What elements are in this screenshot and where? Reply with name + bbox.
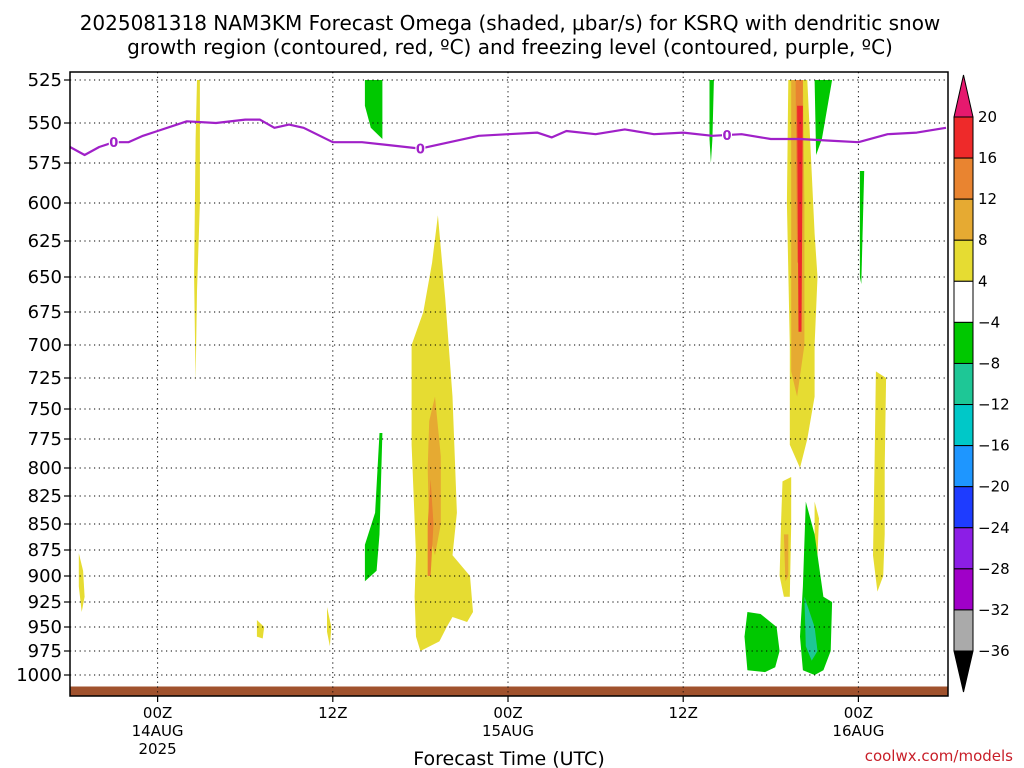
omega-region-5 <box>364 433 383 582</box>
y-tick-label-1000: 1000 <box>16 665 62 686</box>
y-tick-label-650: 650 <box>28 267 62 288</box>
x-tick-date-0: 14AUG <box>132 722 184 740</box>
y-tick-label-625: 625 <box>28 231 62 252</box>
omega-region-0 <box>194 80 200 382</box>
colorbar-bin-11 <box>953 568 974 611</box>
colorbar-bin-2 <box>953 198 974 241</box>
colorbar-tick-label-2: 12 <box>978 190 997 208</box>
y-tick-label-750: 750 <box>28 399 62 420</box>
omega-region-22 <box>744 612 780 673</box>
y-tick-label-675: 675 <box>28 302 62 323</box>
colorbar-bin-10 <box>953 527 974 570</box>
y-tick-label-950: 950 <box>28 617 62 638</box>
colorbar-tick-label-5: −4 <box>978 313 1000 331</box>
omega-colorbar: 20 16 12 8 4 −4 −8 −12 −16 −20 −24 −28 −32 −36 <box>953 74 1010 693</box>
freezing-label-bg-1 <box>415 140 426 157</box>
colorbar-tick-label-11: −28 <box>978 560 1010 578</box>
y-tick-label-850: 850 <box>28 514 62 535</box>
y-tick-label-900: 900 <box>28 566 62 587</box>
colorbar-tick-label-8: −16 <box>978 437 1010 455</box>
omega-region-13 <box>797 105 803 332</box>
colorbar-tick-label-0: 20 <box>978 108 997 126</box>
colorbar-tick-label-3: 8 <box>978 231 988 249</box>
x-axis-label: Forecast Time (UTC) <box>413 748 604 768</box>
x-tick-date-4: 16AUG <box>832 722 884 740</box>
omega-shaded-regions <box>78 80 887 675</box>
colorbar-tick-label-1: 16 <box>978 149 997 167</box>
y-tick-label-725: 725 <box>28 368 62 389</box>
omega-region-15 <box>859 171 865 284</box>
colorbar-bin-1 <box>953 157 974 200</box>
omega-region-4 <box>364 80 383 139</box>
omega-region-2 <box>256 620 265 639</box>
x-tick-label-2: 00Z <box>493 704 522 722</box>
colorbar-tick-label-9: −20 <box>978 478 1010 496</box>
colorbar-bin-4 <box>953 280 974 323</box>
colorbar-bin-8 <box>953 445 974 488</box>
y-tick-label-550: 550 <box>28 113 62 134</box>
colorbar-tick-label-7: −12 <box>978 396 1010 414</box>
freezing-level-label-0: 0 <box>109 136 118 151</box>
plot-frame <box>69 71 949 697</box>
omega-region-18 <box>783 534 789 582</box>
y-tick-label-925: 925 <box>28 592 62 613</box>
colorbar-over-arrow <box>953 74 974 118</box>
freezing-level-label-1: 0 <box>416 143 425 158</box>
pressure-gridlines <box>70 72 948 696</box>
colorbar-bin-12 <box>953 609 974 652</box>
y-tick-label-525: 525 <box>28 70 62 91</box>
surface-terrain-strip <box>70 686 948 696</box>
y-axis-pressure-ticks: 525 550 575 600 625 650 675 700 725 750 775 800 825 8… <box>16 70 70 686</box>
colorbar-under-arrow <box>953 650 974 693</box>
x-tick-label-3: 12Z <box>669 704 698 722</box>
y-tick-label-575: 575 <box>28 153 62 174</box>
freezing-level-label-2: 0 <box>722 129 731 144</box>
colorbar-bin-9 <box>953 486 974 529</box>
freezing-label-bg-0 <box>108 134 119 151</box>
x-tick-year-0: 2025 <box>139 740 177 758</box>
omega-region-6 <box>411 215 473 651</box>
colorbar-tick-label-4: 4 <box>978 272 988 290</box>
colorbar-bin-5 <box>953 321 974 364</box>
y-tick-label-700: 700 <box>28 335 62 356</box>
omega-region-21 <box>804 596 818 661</box>
colorbar-bin-3 <box>953 239 974 282</box>
chart-title-line-2: growth region (contoured, red, ºC) and f… <box>127 35 893 59</box>
y-tick-label-800: 800 <box>28 458 62 479</box>
freezing-level-contour: 0 0 0 <box>70 118 947 158</box>
omega-region-3 <box>327 607 332 647</box>
freezing-level-line <box>70 118 947 157</box>
colorbar-tick-label-13: −36 <box>978 642 1010 660</box>
omega-region-14 <box>814 80 833 155</box>
omega-region-1 <box>78 553 85 612</box>
colorbar-tick-label-12: −32 <box>978 601 1010 619</box>
colorbar-tick-label-10: −24 <box>978 519 1010 537</box>
y-tick-label-600: 600 <box>28 193 62 214</box>
colorbar-bin-6 <box>953 362 974 406</box>
chart-title-line-1: 2025081318 NAM3KM Forecast Omega (shaded… <box>80 11 941 35</box>
credit-link[interactable]: coolwx.com/models <box>865 747 1013 765</box>
x-tick-label-4: 00Z <box>844 704 873 722</box>
y-tick-label-875: 875 <box>28 540 62 561</box>
omega-region-8 <box>427 479 434 576</box>
omega-region-19 <box>814 501 819 556</box>
x-tick-label-1: 12Z <box>318 704 347 722</box>
omega-region-16 <box>873 371 887 592</box>
x-tick-label-0: 00Z <box>143 704 172 722</box>
x-tick-date-2: 15AUG <box>482 722 534 740</box>
y-tick-label-775: 775 <box>28 429 62 450</box>
colorbar-bin-7 <box>953 404 974 447</box>
y-tick-label-975: 975 <box>28 641 62 662</box>
colorbar-bin-0 <box>953 116 974 159</box>
omega-region-9 <box>709 80 714 163</box>
freezing-label-bg-2 <box>722 127 732 143</box>
colorbar-tick-label-6: −8 <box>978 354 1000 372</box>
y-tick-label-825: 825 <box>28 486 62 507</box>
